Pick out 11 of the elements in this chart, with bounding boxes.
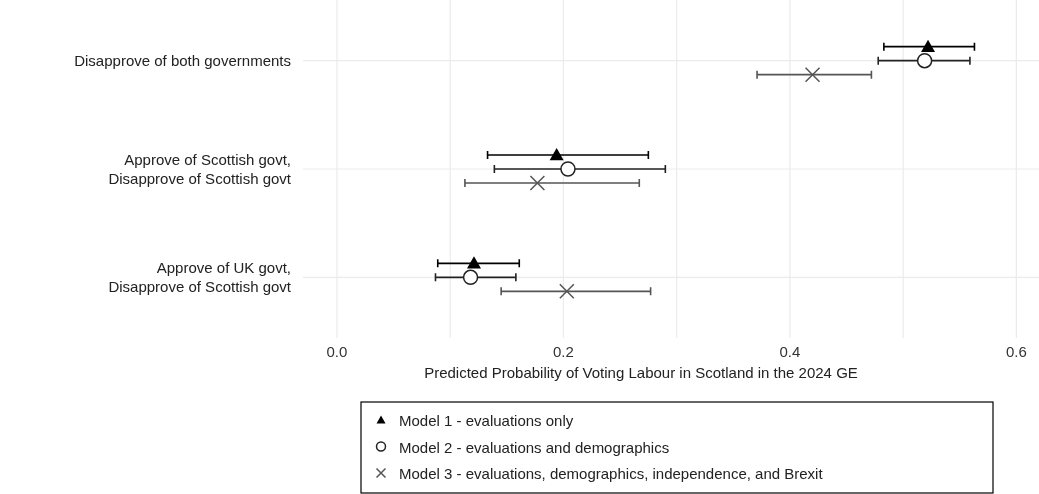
y-tick-label: Approve of UK govt, Disapprove of Scottish govt — [108, 258, 292, 295]
x-tick-label: 0.4 — [779, 343, 801, 360]
legend-label: Model 2 - evaluations and demographics — [399, 438, 670, 456]
y-tick-label: Disapprove of both governments — [74, 51, 291, 69]
x-tick-label: 0.0 — [326, 343, 348, 360]
y-tick-label: Approve of Scottish govt, Disapprove of Scottish govt — [108, 150, 292, 187]
x-tick-label: 0.6 — [1005, 343, 1027, 360]
x-axis-title: Predicted Probability of Voting Labour in Scotland in the 2024 GE — [424, 364, 858, 381]
x-tick-label: 0.2 — [553, 343, 574, 360]
legend-label: Model 1 - evaluations only — [399, 412, 574, 429]
legend-label: Model 3 - evaluations, demographics, independence, and Brexit — [399, 465, 824, 482]
